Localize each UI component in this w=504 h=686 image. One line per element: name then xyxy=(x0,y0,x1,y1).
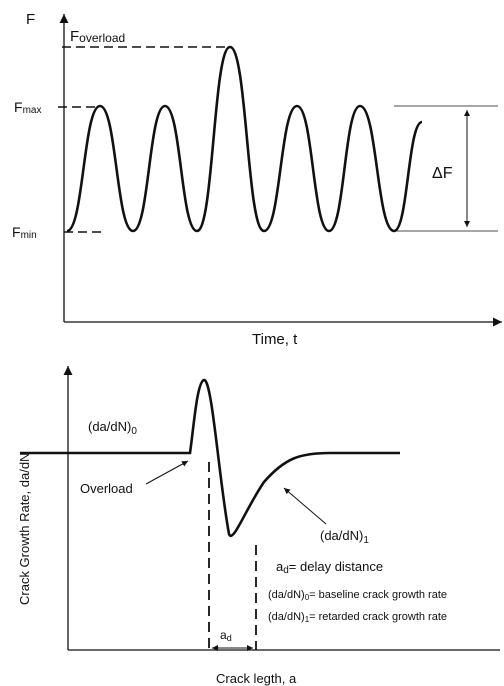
delta-f-label: ΔF xyxy=(432,165,453,182)
bottom-x-axis-label: Crack legth, a xyxy=(216,671,297,686)
retarded-rate-pointer-arrow xyxy=(283,487,327,525)
f-overload-label: Foverload xyxy=(70,28,125,45)
legend-retarded-rate: (da/dN)1= retarded crack growth rate xyxy=(268,611,447,624)
crack-growth-rate-curve xyxy=(20,378,400,538)
bottom-diagram: Crack Growth Rate, da/dN Crack legth, a … xyxy=(17,366,500,686)
baseline-rate-label: (da/dN)0 xyxy=(88,419,137,437)
top-y-axis-label: F xyxy=(26,11,35,28)
legend-delay-distance: ad= delay distance xyxy=(276,559,383,576)
top-x-axis-label: Time, t xyxy=(252,331,298,348)
overload-pointer-arrow xyxy=(145,460,189,485)
ad-label: ad xyxy=(220,628,232,643)
f-max-label: Fmax xyxy=(14,99,41,116)
overload-label: Overload xyxy=(80,481,133,496)
legend-baseline-rate: (da/dN)0= baseline crack growth rate xyxy=(268,589,447,602)
f-min-label: Fmin xyxy=(12,224,37,241)
load-waveform xyxy=(66,45,423,233)
retarded-rate-label: (da/dN)1 xyxy=(320,528,369,546)
top-diagram: F Time, t Foverload Fmax Fmin ΔF xyxy=(12,11,502,348)
bottom-y-axis-label: Crack Growth Rate, da/dN xyxy=(17,453,32,605)
